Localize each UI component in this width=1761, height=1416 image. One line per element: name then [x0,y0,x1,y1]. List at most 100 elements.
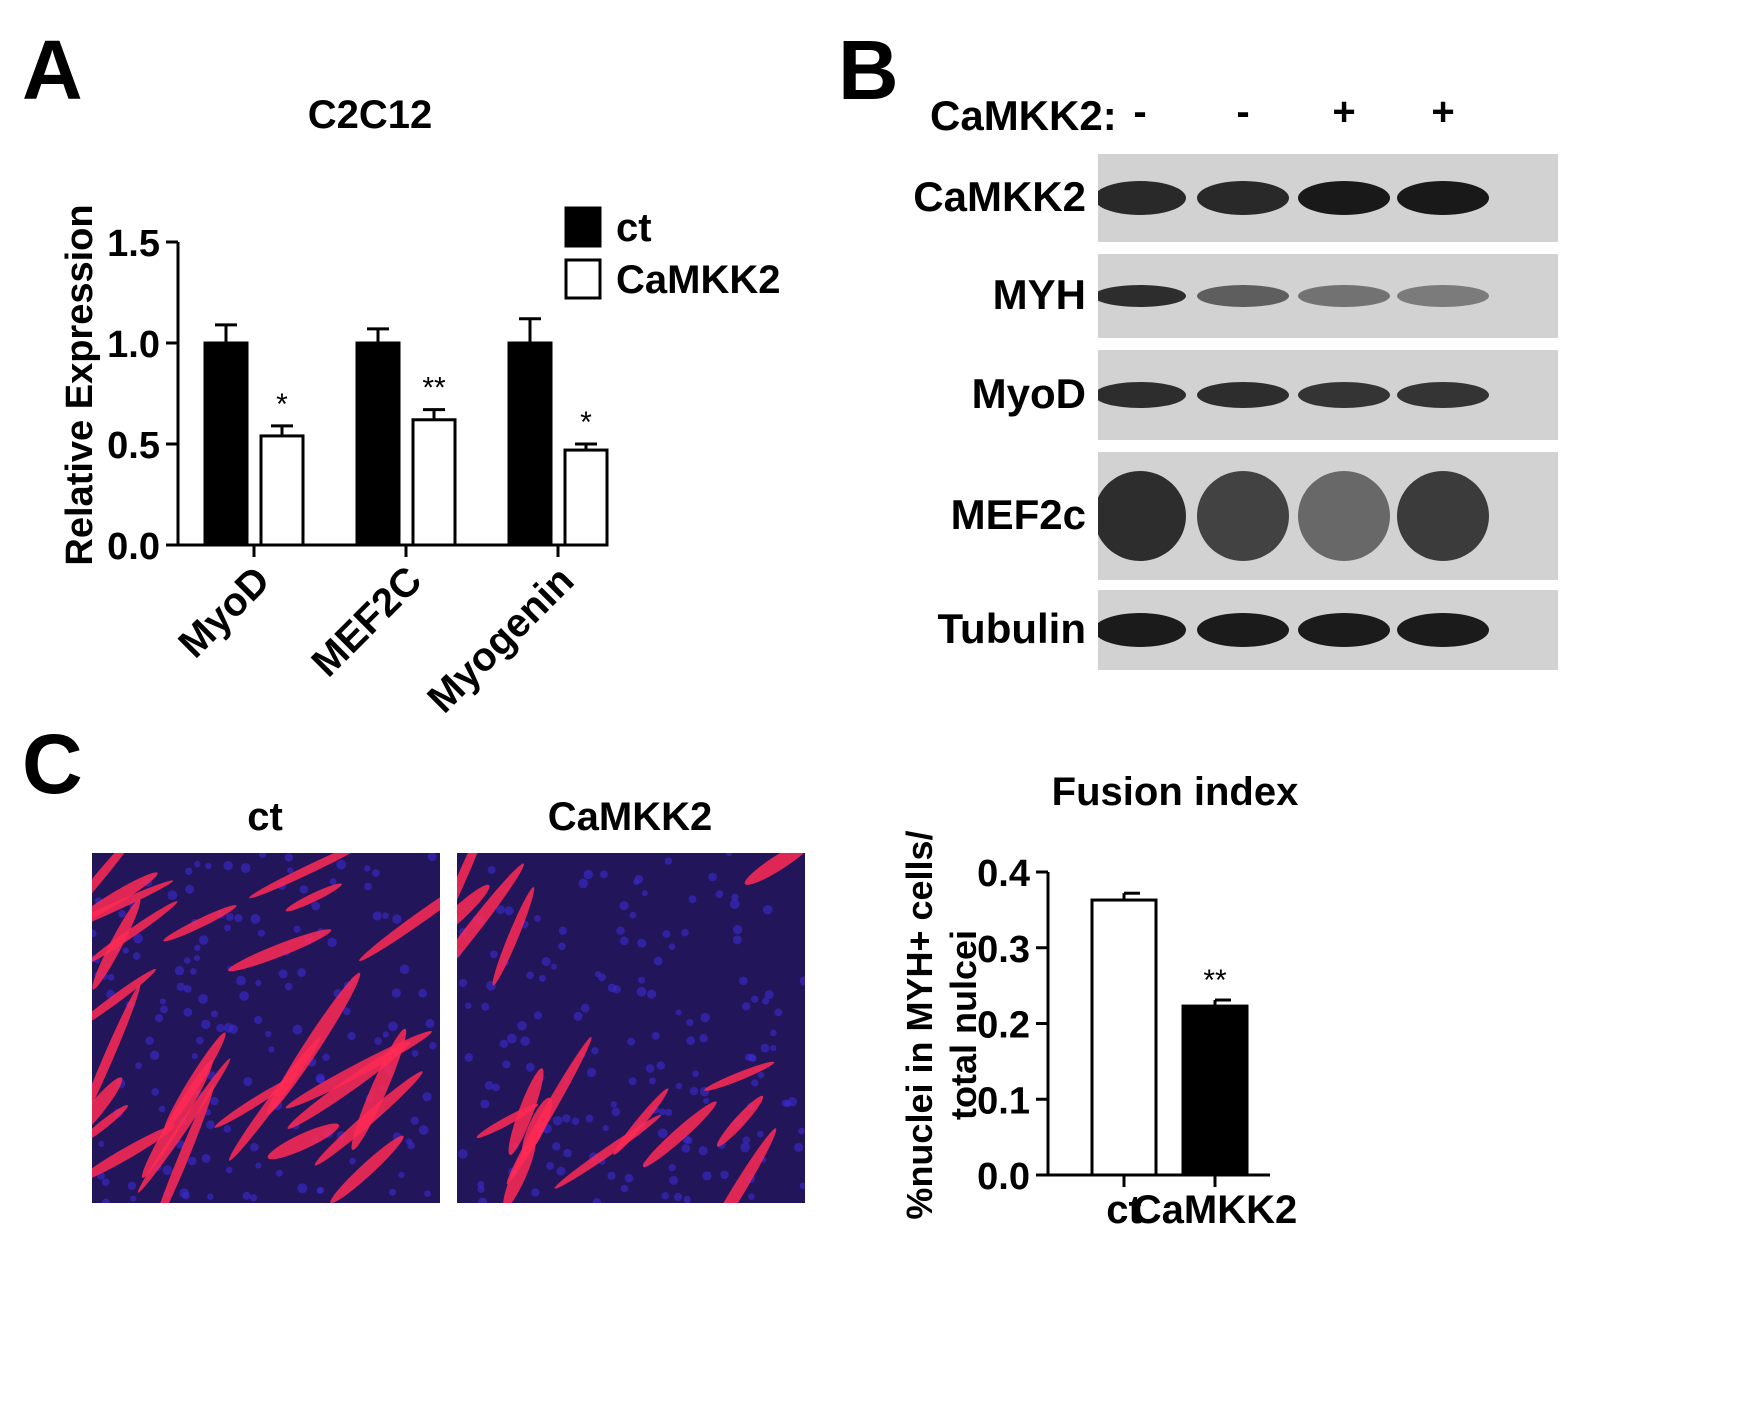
blot-band [1197,382,1289,408]
nucleus [159,998,166,1005]
nucleus [311,901,321,911]
significance-label: ** [1203,964,1227,997]
significance-label: * [580,406,592,439]
nucleus [405,1138,413,1145]
nucleus [189,967,197,975]
blot-band [1298,285,1390,307]
bar [563,448,609,547]
western-blot: CaMKK2: - - + + CaMKK2 MYH MyoD MEF2c Tubulin [820,80,1761,700]
nucleus [98,1140,105,1147]
nucleus [552,1115,563,1126]
nucleus [258,853,267,858]
nucleus [250,1143,259,1152]
nucleus [731,893,739,901]
nucleus [162,1165,173,1176]
nucleus [499,1039,509,1049]
legend-swatch [564,258,602,300]
nucleus [757,1130,764,1138]
nucleus [364,882,372,891]
nucleus [255,979,262,987]
myotube [92,1104,128,1145]
nucleus [744,1053,753,1061]
nucleus [185,884,195,894]
nucleus [729,899,740,909]
nucleus [741,1002,751,1011]
nucleus [556,1166,566,1176]
chart-title: Fusion index [1052,770,1299,814]
nucleus [133,933,144,944]
blot-band [1098,613,1186,647]
nucleus [242,1191,251,1200]
nucleus [738,976,748,986]
myotube [92,880,174,940]
nucleus [597,973,606,982]
nucleus [201,1019,211,1030]
myotube [457,853,492,944]
nucleus [591,1047,599,1055]
nucleus [686,1036,696,1046]
x-tick-label: MEF2C [303,558,430,685]
nucleus [191,1053,198,1060]
nucleus [343,1007,351,1016]
nucleus [149,1050,160,1060]
nucleus [585,1114,594,1123]
nucleus [552,1142,561,1151]
nucleus [374,1037,383,1045]
lane-condition: + [1332,90,1356,134]
nucleus [658,1108,666,1116]
nucleus [371,869,380,877]
bar [203,341,249,547]
nucleus [349,1157,356,1165]
nucleus [425,1018,435,1029]
nucleus [675,1009,682,1016]
blot-band [1098,471,1186,561]
nucleus [620,1184,629,1193]
myotube [704,1061,775,1091]
nucleus [653,956,663,966]
nucleus [159,1005,168,1014]
nucleus [627,1037,636,1046]
myotube [92,984,141,1133]
legend-swatch [564,206,602,248]
nucleus [382,1031,389,1038]
nucleus [794,1142,804,1152]
nucleus [243,1076,253,1086]
bar [507,341,553,547]
nucleus [207,1193,214,1200]
nucleus [484,1081,494,1090]
blot-strip [1098,254,1558,338]
nucleus [703,1097,710,1104]
y-axis-label: %nuclei in MYH+ cells/ [899,830,940,1219]
nucleus [645,1064,655,1073]
nucleus [236,975,246,986]
nucleus [315,1073,326,1084]
nucleus [668,1164,676,1172]
nucleus [118,910,126,918]
nucleus [182,1191,190,1200]
nucleus [681,928,689,937]
nucleus [732,925,743,935]
nucleus [611,1107,621,1117]
nucleus [520,1036,530,1046]
blot-row-label: CaMKK2 [913,173,1086,220]
blot-strip [1098,452,1558,580]
nucleus [223,860,233,871]
nucleus [216,1023,225,1033]
nucleus [781,1099,790,1107]
nucleus [92,929,97,938]
nucleus [185,867,193,875]
blot-row-label: MyoD [971,370,1086,417]
nucleus [610,1101,618,1108]
nucleus [284,853,293,862]
nucleus [287,867,294,874]
nucleus [194,860,201,868]
nucleus [206,1120,215,1130]
nucleus [708,872,717,882]
nucleus [762,997,770,1005]
nucleus [127,1181,137,1190]
nucleus [234,914,243,923]
myotube [214,1077,294,1128]
nucleus [210,1096,219,1106]
condition-label: CaMKK2: [930,92,1117,139]
x-tick-label: ct [1106,1188,1142,1232]
